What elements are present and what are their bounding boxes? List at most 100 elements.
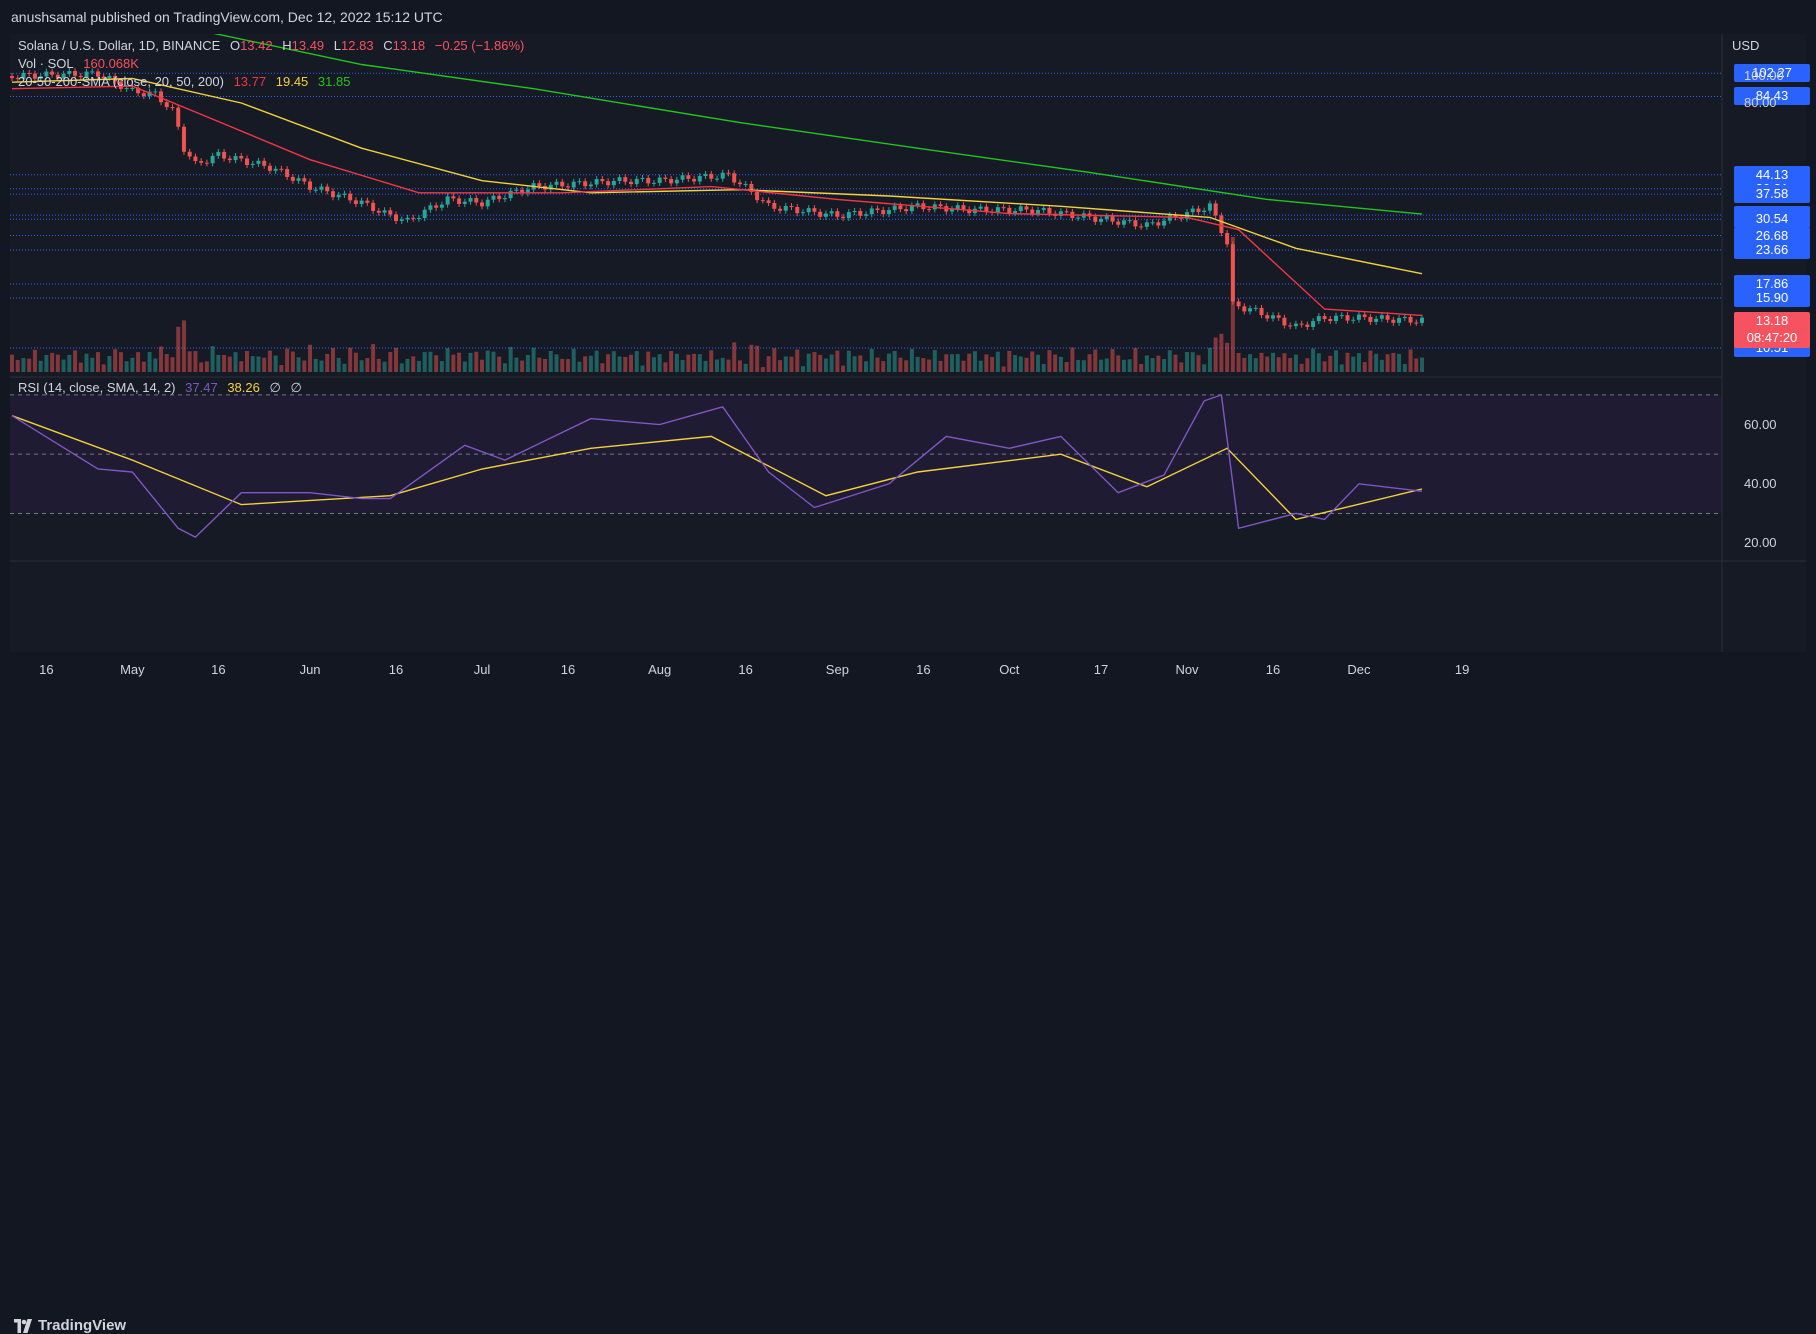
price-level-badge[interactable]: 84.43: [1734, 87, 1810, 106]
volume-bar: [732, 342, 737, 372]
volume-bar: [634, 351, 639, 372]
volume-bar: [703, 360, 708, 372]
candle: [760, 197, 765, 204]
candle-body: [107, 75, 112, 79]
candle: [984, 203, 989, 215]
candle-body: [1018, 206, 1023, 212]
candle-body: [118, 81, 123, 89]
candle-body: [697, 176, 702, 182]
candle-body: [841, 216, 846, 219]
candle-body: [164, 102, 169, 108]
rsi-legend[interactable]: RSI (14, close, SMA, 14, 2) 37.47 38.26 …: [18, 380, 308, 396]
candle-body: [600, 179, 605, 182]
candle-body: [938, 204, 943, 207]
candle: [583, 178, 588, 190]
volume-label[interactable]: Vol · SOL: [18, 56, 74, 71]
candle: [1104, 213, 1109, 222]
volume-bar: [938, 360, 943, 372]
chart-frame[interactable]: Solana / U.S. Dollar, 1D, BINANCE O13.42…: [10, 34, 1810, 677]
price-level-badge[interactable]: 26.68: [1734, 226, 1810, 245]
candle: [1351, 316, 1356, 324]
candle: [164, 99, 169, 111]
candle: [737, 179, 742, 188]
volume-bar: [583, 356, 588, 372]
candle-body: [634, 178, 639, 185]
volume-bar: [325, 353, 330, 372]
candle-body: [588, 184, 593, 187]
candle-body: [961, 205, 966, 210]
volume-bar: [1248, 354, 1253, 372]
volume-bar: [617, 356, 622, 372]
price-level-badge[interactable]: 30.54: [1734, 210, 1810, 229]
volume-bar: [1328, 355, 1333, 372]
last-price-badge[interactable]: 13.18 08:47:20: [1734, 311, 1810, 348]
candle: [170, 104, 175, 111]
candle-body: [950, 209, 954, 212]
tradingview-brand[interactable]: TradingView: [12, 1317, 126, 1334]
symbol-legend[interactable]: Solana / U.S. Dollar, 1D, BINANCE O13.42…: [18, 38, 530, 53]
volume-bar: [302, 360, 307, 372]
candle-body: [474, 198, 479, 203]
publish-header: anushsamal published on TradingView.com,…: [0, 0, 1816, 34]
date-tick-label: 16: [560, 662, 576, 677]
candle: [262, 157, 267, 169]
volume-bar: [422, 352, 427, 372]
candle-body: [1162, 220, 1167, 226]
candle-body: [806, 208, 811, 213]
candle-body: [84, 71, 89, 78]
candle-body: [457, 198, 462, 204]
candle: [783, 203, 788, 214]
rsi-extra-1: ∅: [269, 380, 281, 395]
candle-body: [1035, 209, 1040, 214]
volume-bar: [330, 347, 335, 372]
volume-bar: [594, 350, 599, 372]
candle-body: [1099, 218, 1104, 222]
candle: [634, 175, 639, 188]
candle-body: [141, 93, 146, 97]
candle-body: [755, 191, 760, 201]
rsi-label[interactable]: RSI (14, close, SMA, 14, 2): [18, 380, 176, 395]
volume-bar: [657, 354, 662, 372]
volume-bar: [474, 351, 479, 372]
price-level-badge[interactable]: 17.86: [1734, 274, 1810, 293]
volume-bar: [1035, 354, 1040, 372]
candle-body: [468, 198, 473, 202]
candle: [669, 175, 674, 187]
candle-body: [760, 200, 765, 202]
candle-body: [170, 107, 175, 109]
price-level-badge[interactable]: 23.66: [1734, 241, 1810, 260]
candle: [457, 195, 462, 208]
candle-body: [904, 209, 909, 212]
candle-body: [1133, 220, 1138, 227]
candle-body: [32, 73, 37, 79]
candle-body: [577, 181, 582, 183]
volume-bar: [944, 354, 949, 372]
volume-bar: [715, 359, 719, 372]
candle-body: [136, 87, 141, 94]
sma-label[interactable]: 20-50-200-SMA (close, 20, 50, 200): [18, 74, 224, 89]
price-level-badge[interactable]: 102.27: [1734, 64, 1810, 83]
price-level-badge[interactable]: 15.90: [1734, 289, 1810, 307]
currency-label[interactable]: USD: [1732, 38, 1760, 53]
candle: [1374, 315, 1379, 325]
volume-bar: [136, 352, 141, 372]
candle: [468, 195, 473, 205]
price-level-badge[interactable]: 44.13: [1734, 165, 1810, 184]
candle-body: [1385, 315, 1390, 320]
candle: [90, 68, 95, 75]
symbol-name[interactable]: Solana / U.S. Dollar, 1D, BINANCE: [18, 38, 221, 53]
date-tick-label: Dec: [1347, 662, 1371, 677]
volume-legend[interactable]: Vol · SOL 160.068K: [18, 56, 145, 71]
volume-bar: [766, 356, 771, 372]
volume-bar: [193, 351, 198, 372]
candle: [376, 207, 381, 216]
price-level-badge[interactable]: 37.58: [1734, 185, 1810, 204]
candle-body: [1064, 211, 1069, 213]
candle-body: [537, 183, 542, 186]
volume-bar: [308, 344, 313, 372]
sma-legend[interactable]: 20-50-200-SMA (close, 20, 50, 200) 13.77…: [18, 74, 356, 89]
candle: [153, 88, 158, 95]
candle: [697, 173, 702, 185]
volume-bar: [611, 351, 616, 372]
chart-canvas[interactable]: [10, 34, 1806, 652]
